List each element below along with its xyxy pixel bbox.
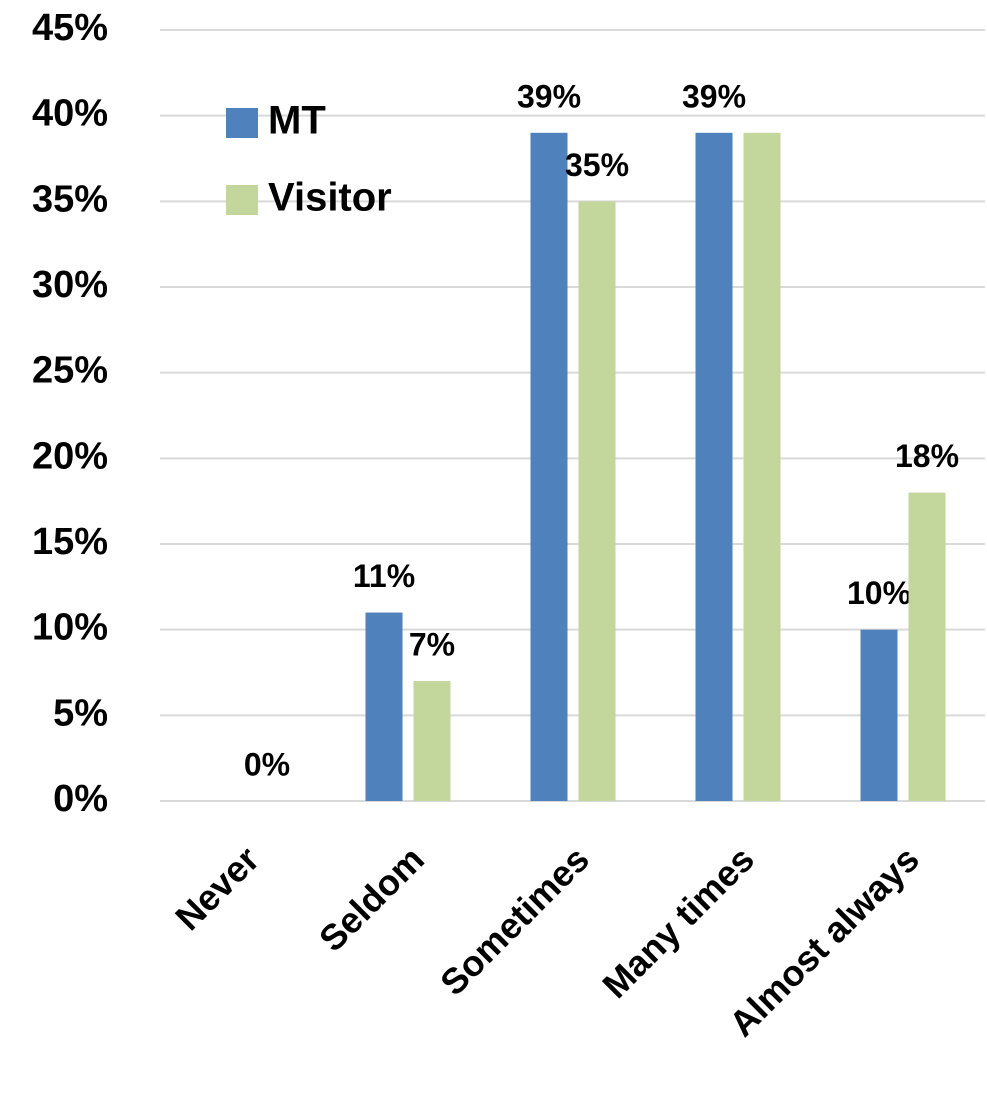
y-tick-label: 30% bbox=[32, 264, 108, 306]
y-tick-label: 25% bbox=[32, 350, 108, 392]
data-label: 7% bbox=[409, 627, 455, 663]
x-tick-label: Seldom bbox=[311, 838, 432, 959]
data-label: 10% bbox=[847, 575, 911, 611]
y-tick-label: 45% bbox=[32, 7, 108, 49]
bar bbox=[530, 132, 568, 802]
x-tick-label: Many times bbox=[594, 838, 762, 1006]
legend-label: MT bbox=[268, 99, 326, 143]
legend-swatch bbox=[226, 185, 258, 215]
bar bbox=[578, 201, 616, 802]
data-label: 35% bbox=[565, 147, 629, 183]
data-label: 18% bbox=[895, 438, 959, 474]
y-tick-label: 20% bbox=[32, 435, 108, 477]
y-tick-label: 35% bbox=[32, 178, 108, 220]
bar bbox=[743, 132, 781, 802]
data-label: 0% bbox=[244, 746, 290, 782]
y-tick-label: 0% bbox=[53, 778, 108, 820]
y-tick-label: 5% bbox=[53, 692, 108, 734]
data-label: 11% bbox=[353, 558, 415, 594]
bar bbox=[695, 132, 733, 802]
data-label: 39% bbox=[517, 78, 581, 114]
legend-label: Visitor bbox=[268, 176, 392, 220]
y-tick-label: 10% bbox=[32, 607, 108, 649]
bar bbox=[413, 681, 451, 801]
bar bbox=[860, 629, 898, 801]
x-tick-label: Never bbox=[167, 838, 267, 938]
bar bbox=[908, 492, 946, 801]
x-tick-label: Sometimes bbox=[432, 838, 597, 1003]
legend-swatch bbox=[226, 108, 258, 138]
data-label: 39% bbox=[682, 78, 746, 114]
y-tick-label: 15% bbox=[32, 521, 108, 563]
y-tick-label: 40% bbox=[32, 93, 108, 135]
bar bbox=[365, 612, 403, 801]
